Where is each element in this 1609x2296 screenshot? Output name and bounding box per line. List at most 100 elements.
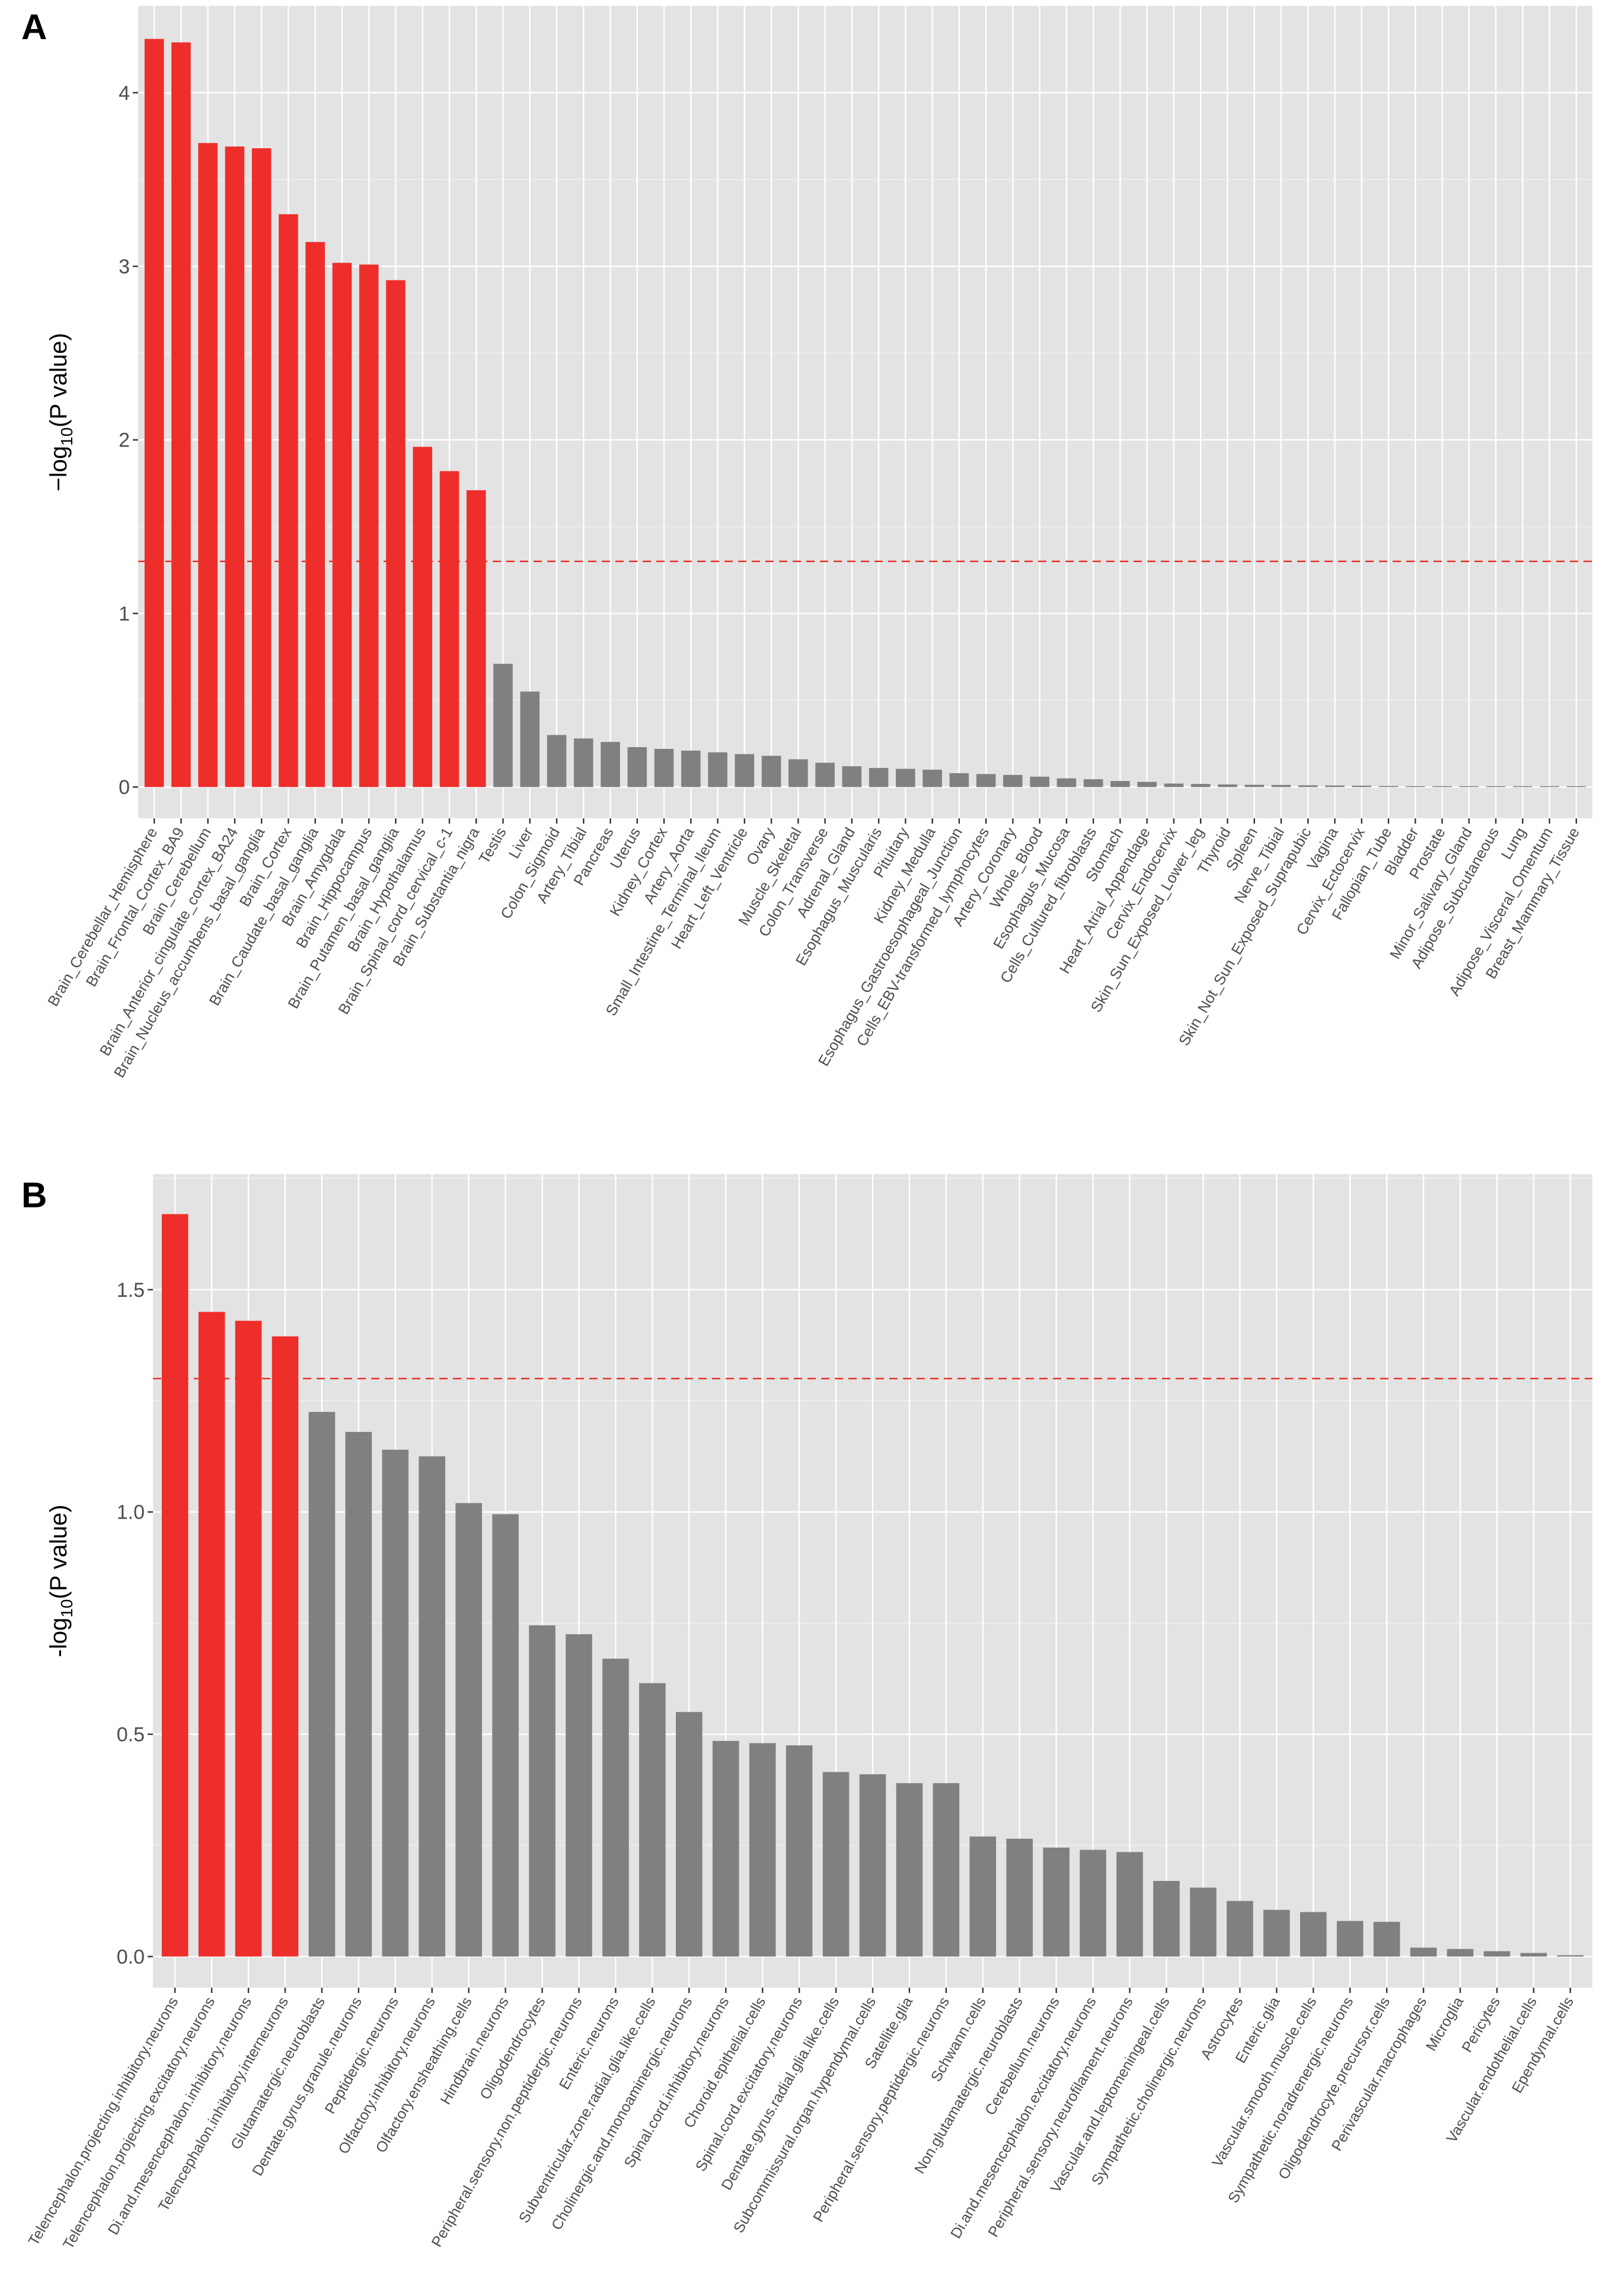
panel-b-bar-7	[382, 1449, 409, 1957]
panel-a-bar-44	[1298, 785, 1318, 787]
panel-b-bar-37	[1483, 1951, 1511, 1957]
panel-a-bar-37	[1110, 781, 1130, 787]
panel-a-bar-20	[654, 748, 674, 787]
panel-a-chart: 01234Brain_Cerebellar_HemisphereBrain_Fr…	[45, 6, 1592, 1080]
panel-a-bar-52	[1513, 786, 1533, 787]
panel-a-bar-1	[144, 39, 164, 787]
panel-a-bar-24	[761, 755, 781, 787]
panel-b-bar-29	[1190, 1887, 1217, 1957]
panel-a-bar-54	[1566, 786, 1586, 787]
panel-a-bar-4	[225, 146, 245, 787]
panel-b-bar-9	[455, 1503, 482, 1957]
panel-b-bar-6	[345, 1431, 372, 1957]
panel-b-bar-30	[1227, 1900, 1253, 1957]
panel-a-bar-50	[1459, 786, 1479, 787]
panel-a-bar-25	[788, 759, 808, 787]
panel-b-xtick-label: Telencephalon.projecting.excitatory.neur…	[60, 1994, 218, 2252]
panel-a-ytick-label: 0	[119, 776, 130, 799]
panel-b-bar-21	[896, 1783, 923, 1957]
panel-b-bar-11	[529, 1625, 556, 1957]
panel-a-plot-background	[138, 6, 1592, 818]
panel-a-bar-16	[547, 735, 567, 787]
panel-a-bar-46	[1352, 785, 1372, 787]
panel-b-bar-32	[1300, 1912, 1327, 1957]
panel-a-bar-45	[1325, 785, 1345, 787]
panel-a-bar-6	[279, 214, 298, 787]
panel-b-bar-13	[602, 1659, 629, 1957]
panel-a-bar-53	[1540, 786, 1559, 787]
panel-b-bar-20	[859, 1774, 886, 1957]
panel-b-bar-36	[1447, 1949, 1474, 1957]
panel-a-bar-19	[627, 747, 647, 787]
panel-a-bar-40	[1190, 784, 1211, 787]
panel-b-bar-38	[1520, 1953, 1547, 1957]
panel-b-bar-23	[969, 1836, 997, 1957]
panel-b-bar-3	[235, 1321, 262, 1957]
panel-b-xtick-label: Oligodendrocytes	[477, 1994, 549, 2102]
panel-b-bar-1	[161, 1214, 189, 1957]
panel-a-bar-31	[949, 773, 969, 787]
panel-b-bar-5	[308, 1412, 336, 1957]
panel-a-xtick-label: Testis	[476, 825, 510, 866]
panel-b-bar-15	[676, 1712, 703, 1957]
panel-a-bar-32	[976, 774, 996, 787]
panel-b-ytick-label: 1.0	[117, 1501, 145, 1524]
panel-b-bar-16	[712, 1740, 739, 1957]
panel-b-ytick-label: 0.5	[117, 1724, 145, 1746]
panel-b-bar-22	[933, 1783, 960, 1957]
panel-a-ytick-label: 2	[119, 429, 130, 452]
panel-b-bar-26	[1080, 1849, 1106, 1957]
panel-a-bar-8	[332, 263, 352, 787]
panel-a-bar-18	[601, 742, 620, 787]
panel-a-bar-39	[1164, 783, 1184, 787]
panel-a-bar-42	[1244, 785, 1265, 787]
panel-b-bar-14	[639, 1683, 666, 1957]
panel-b-bar-24	[1006, 1838, 1033, 1957]
panel-a-ytick-label: 3	[119, 256, 130, 278]
panel-label-a: A	[21, 7, 47, 47]
panel-b-ytick-label: 1.5	[117, 1279, 145, 1302]
panel-b-xtick-label: Telencephalon.projecting.inhibitory.neur…	[25, 1994, 182, 2249]
panel-b-bar-28	[1153, 1881, 1180, 1957]
panel-a-bar-27	[842, 766, 862, 787]
panel-b-chart: 0.0 0.5 1.0 1.5 Telencephalon.projecting.inh…	[25, 1174, 1592, 2252]
panel-a-bar-23	[735, 754, 755, 787]
panel-a-ytick-label: 1	[119, 602, 130, 625]
panel-a-bar-34	[1030, 776, 1049, 787]
panel-a-bar-51	[1486, 786, 1506, 787]
panel-b-bar-25	[1043, 1847, 1070, 1957]
panel-a-bar-7	[305, 242, 325, 787]
panel-a-bar-10	[386, 280, 406, 787]
panel-b-bar-8	[419, 1456, 446, 1957]
panel-a-bar-47	[1378, 786, 1399, 787]
panel-b-xtick-label: Di.and.mesencephalon.inhibitory.neurons	[105, 1994, 255, 2238]
panel-a-bar-41	[1218, 784, 1237, 787]
panel-a-bar-11	[413, 447, 433, 787]
panel-a-bar-26	[815, 763, 835, 787]
panel-a-bar-22	[708, 752, 727, 787]
panel-b-bar-34	[1373, 1922, 1400, 1957]
panel-a-bar-13	[466, 490, 486, 787]
panel-a-bar-29	[896, 768, 915, 787]
panel-a-bar-49	[1432, 786, 1452, 787]
panel-b-bar-31	[1263, 1909, 1290, 1957]
panel-a-bar-9	[359, 264, 379, 787]
panel-a-bar-12	[439, 471, 459, 787]
panel-a-bar-15	[520, 691, 540, 787]
panel-label-b: B	[21, 1175, 47, 1215]
panel-a-bar-17	[573, 738, 593, 787]
panel-b-bar-12	[566, 1634, 592, 1957]
panel-b-bar-4	[272, 1336, 299, 1957]
panel-a-bar-5	[251, 148, 272, 787]
panel-a-bar-14	[493, 664, 513, 787]
panel-a-bar-36	[1083, 779, 1103, 787]
panel-a-ylabel: −log10(P value)	[46, 333, 76, 491]
panel-a-bar-48	[1406, 786, 1425, 787]
panel-a-bar-35	[1056, 778, 1077, 787]
panel-b-bar-18	[786, 1745, 813, 1957]
panel-b-ylabel: -log10(P value)	[46, 1504, 76, 1657]
panel-b-bar-17	[749, 1743, 776, 1957]
panel-a-bar-43	[1271, 785, 1291, 787]
panel-a-bar-30	[922, 770, 942, 787]
